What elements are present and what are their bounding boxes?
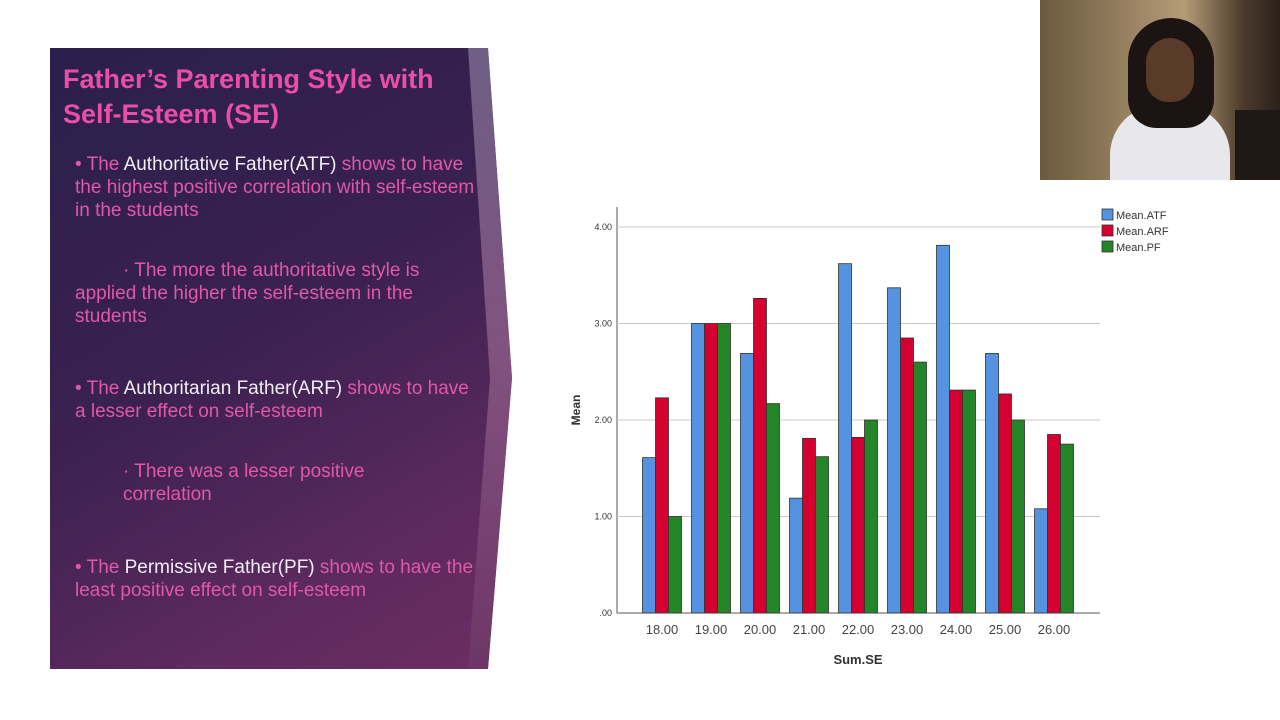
- bar-mean-atf: [740, 353, 754, 614]
- y-axis-title: Mean: [569, 395, 583, 426]
- y-tick-label: 1.00: [594, 512, 612, 522]
- bar-mean-arf: [655, 397, 669, 614]
- bar-mean-pf: [1011, 419, 1025, 614]
- x-tick-label: 24.00: [940, 622, 973, 637]
- bar-mean-pf: [815, 456, 829, 614]
- y-tick-label: 2.00: [594, 415, 612, 425]
- bar-mean-atf: [642, 457, 656, 614]
- x-tick-label: 23.00: [891, 622, 924, 637]
- x-tick-label: 21.00: [793, 622, 826, 637]
- x-tick-label: 26.00: [1038, 622, 1071, 637]
- bar-mean-arf: [900, 337, 914, 614]
- bar-mean-atf: [1034, 508, 1048, 614]
- bar-mean-pf: [962, 389, 976, 614]
- bullet-pf: • The Permissive Father(PF) shows to hav…: [75, 556, 475, 602]
- bar-mean-pf: [864, 419, 878, 614]
- bar-mean-atf: [789, 497, 803, 614]
- bullet-text: • The: [75, 557, 125, 578]
- x-tick-label: 20.00: [744, 622, 777, 637]
- bar-mean-pf: [668, 516, 682, 614]
- bar-mean-atf: [985, 353, 999, 614]
- bar-mean-arf: [704, 323, 718, 614]
- bar-mean-pf: [717, 323, 731, 614]
- x-tick-label: 19.00: [695, 622, 728, 637]
- bar-mean-pf: [1060, 443, 1074, 614]
- bar-mean-pf: [766, 403, 780, 614]
- bullet-highlight: Authoritarian Father(ARF): [123, 378, 343, 399]
- sub-bullet-arf: · There was a lesser positive correlatio…: [123, 461, 365, 505]
- bullet-arf: • The Authoritarian Father(ARF) shows to…: [75, 377, 475, 423]
- legend-swatch: [1101, 208, 1114, 221]
- bullet-text: shows to have the least positive effect …: [75, 557, 474, 601]
- bar-mean-atf: [838, 263, 852, 614]
- bar-mean-atf: [887, 287, 901, 614]
- bullet-highlight: Permissive Father(PF): [124, 557, 315, 578]
- bullet-text: • The: [75, 378, 124, 399]
- bullet-highlight: Authoritative Father(ATF): [123, 154, 337, 175]
- presenter-face: [1146, 38, 1194, 102]
- bar-mean-arf: [998, 393, 1012, 614]
- bullet-text: shows to have a lesser effect on self-es…: [75, 378, 469, 422]
- bullet-text: shows to have the highest positive corre…: [75, 154, 475, 221]
- bar-mean-atf: [691, 323, 705, 614]
- x-tick-label: 22.00: [842, 622, 875, 637]
- legend-label: Mean.ARF: [1116, 226, 1169, 238]
- legend-swatch: [1101, 224, 1114, 237]
- bar-mean-arf: [949, 389, 963, 614]
- legend-label: Mean.ATF: [1116, 210, 1167, 222]
- y-tick-label: 4.00: [594, 222, 612, 232]
- chair: [1235, 110, 1280, 180]
- x-tick-label: 25.00: [989, 622, 1022, 637]
- bar-chart: .00 1.00 2.00 3.00 4.00 18.00 19.00 20.00 21.00 2…: [569, 207, 1169, 667]
- bullet-atf: • The Authoritative Father(ATF) shows to…: [75, 153, 475, 222]
- x-axis-title: Sum.SE: [833, 652, 882, 667]
- bar-mean-arf: [851, 436, 865, 614]
- slide-title: Father’s Parenting Style with Self-Estee…: [63, 64, 434, 129]
- y-tick-label: 3.00: [594, 319, 612, 329]
- bullet-text: • The: [75, 154, 124, 175]
- bar-mean-arf: [1047, 434, 1061, 614]
- sub-bullet-atf: · The more the authoritative style is ap…: [75, 260, 420, 327]
- y-tick-label: .00: [599, 608, 612, 618]
- legend-label: Mean.PF: [1116, 242, 1161, 254]
- bar-mean-atf: [936, 244, 950, 614]
- bar-mean-arf: [802, 437, 816, 614]
- bar-mean-arf: [753, 298, 767, 614]
- webcam-video: [1040, 0, 1280, 180]
- bar-mean-pf: [913, 361, 927, 614]
- slide-background: [50, 48, 512, 669]
- x-tick-label: 18.00: [646, 622, 679, 637]
- legend-swatch: [1101, 240, 1114, 253]
